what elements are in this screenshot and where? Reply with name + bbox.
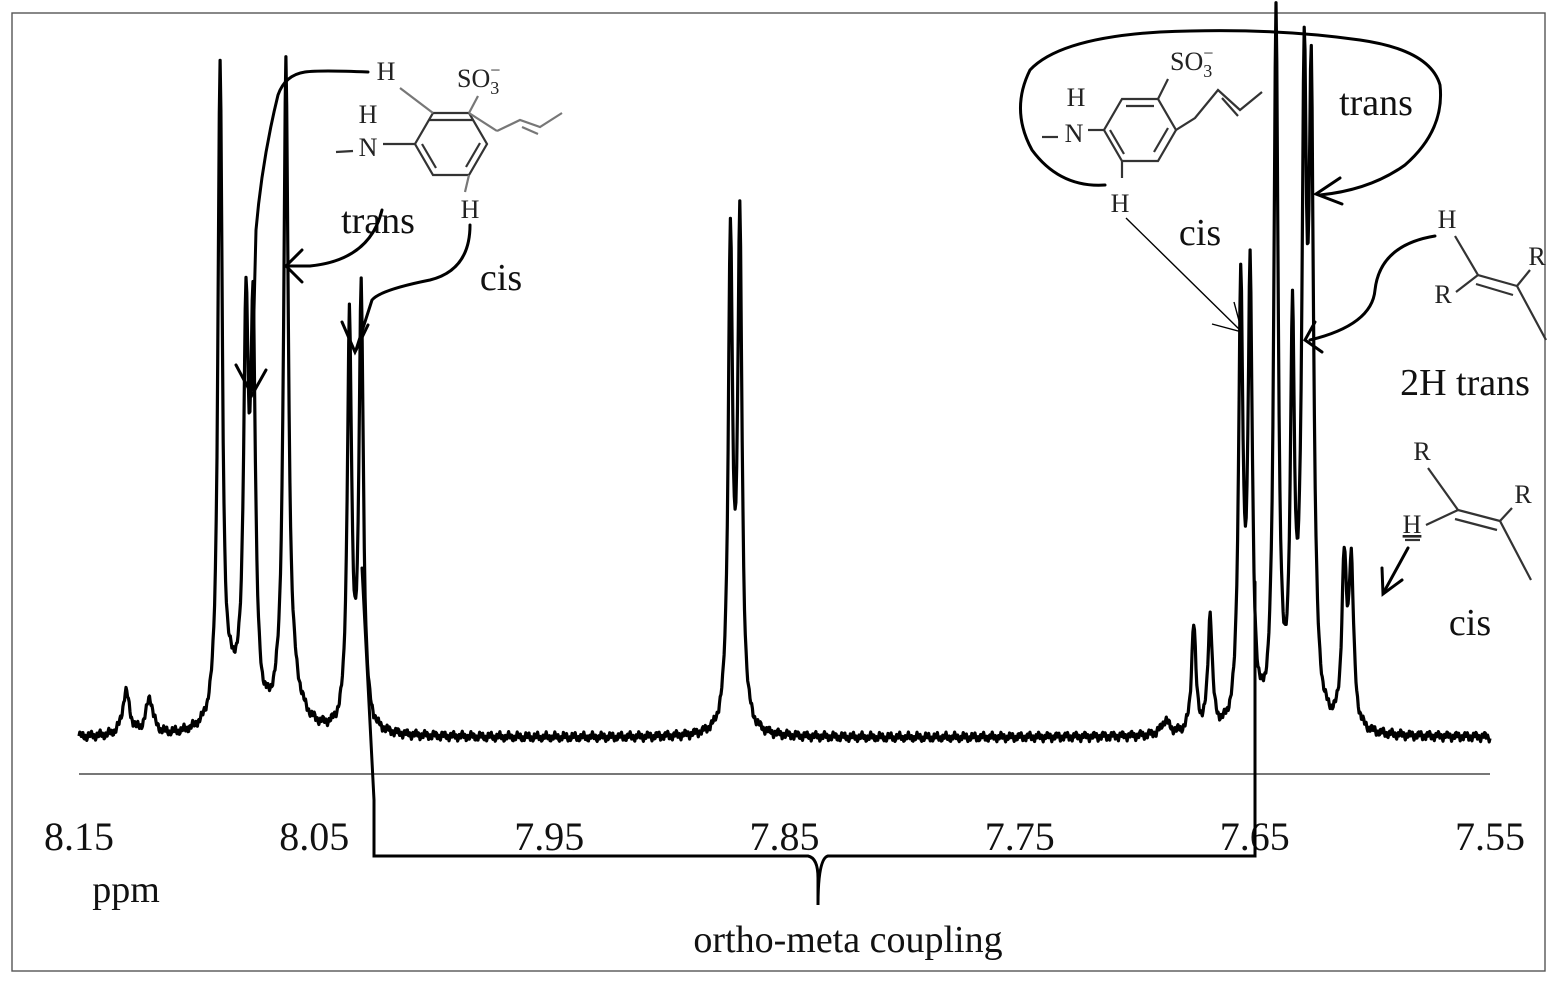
- svg-text:H: H: [1438, 205, 1457, 234]
- x-tick-label: 7.85: [750, 814, 820, 859]
- x-axis-label: ppm: [92, 869, 160, 911]
- n-atom-left: N: [359, 133, 378, 162]
- x-tick-label: 8.05: [279, 814, 349, 859]
- cis-label-right-bottom: cis: [1449, 602, 1491, 644]
- x-tick-label: 8.15: [44, 814, 114, 859]
- alkene-cis: R R H: [1403, 437, 1532, 581]
- x-tick-label: 7.75: [985, 814, 1055, 859]
- svg-text:R: R: [1413, 437, 1431, 466]
- x-tick-label: 7.95: [514, 814, 584, 859]
- two-h-trans-label: 2H trans: [1400, 362, 1530, 404]
- trans-label-right: trans: [1339, 82, 1413, 124]
- so3-right: SO3−: [1170, 43, 1213, 81]
- svg-text:R: R: [1514, 480, 1532, 509]
- x-tick-label: 7.55: [1455, 814, 1525, 859]
- ortho-meta-label: ortho-meta coupling: [693, 919, 1002, 961]
- alkene-trans: H R R: [1434, 205, 1547, 341]
- molecule-left: H H N H SO3−: [335, 57, 563, 224]
- arrow-2h-trans: [1308, 234, 1437, 342]
- cis-label-left: cis: [480, 257, 522, 299]
- arrows-left: [234, 69, 472, 399]
- molecule-right-top: H N H SO3−: [1019, 29, 1443, 218]
- ortho-meta-bracket: [360, 566, 1257, 906]
- cis-label-right-top: cis: [1179, 212, 1221, 254]
- so3-left: SO3−: [457, 60, 500, 98]
- svg-text:R: R: [1528, 242, 1546, 271]
- h-atom-nh-left: H: [359, 100, 378, 129]
- h-atom-top-left: H: [377, 57, 396, 86]
- h-atom-nh-right: H: [1067, 83, 1086, 112]
- n-atom-right: N: [1065, 119, 1084, 148]
- enclosing-loop: [1019, 29, 1443, 197]
- svg-text:H: H: [1403, 510, 1422, 539]
- svg-text:R: R: [1434, 280, 1452, 309]
- arrow-cis-bottom: [1383, 546, 1410, 592]
- h-atom-bottom-left: H: [461, 195, 480, 224]
- h-atom-bottom-right: H: [1111, 189, 1130, 218]
- thin-arrow-cis-right: [1125, 217, 1243, 333]
